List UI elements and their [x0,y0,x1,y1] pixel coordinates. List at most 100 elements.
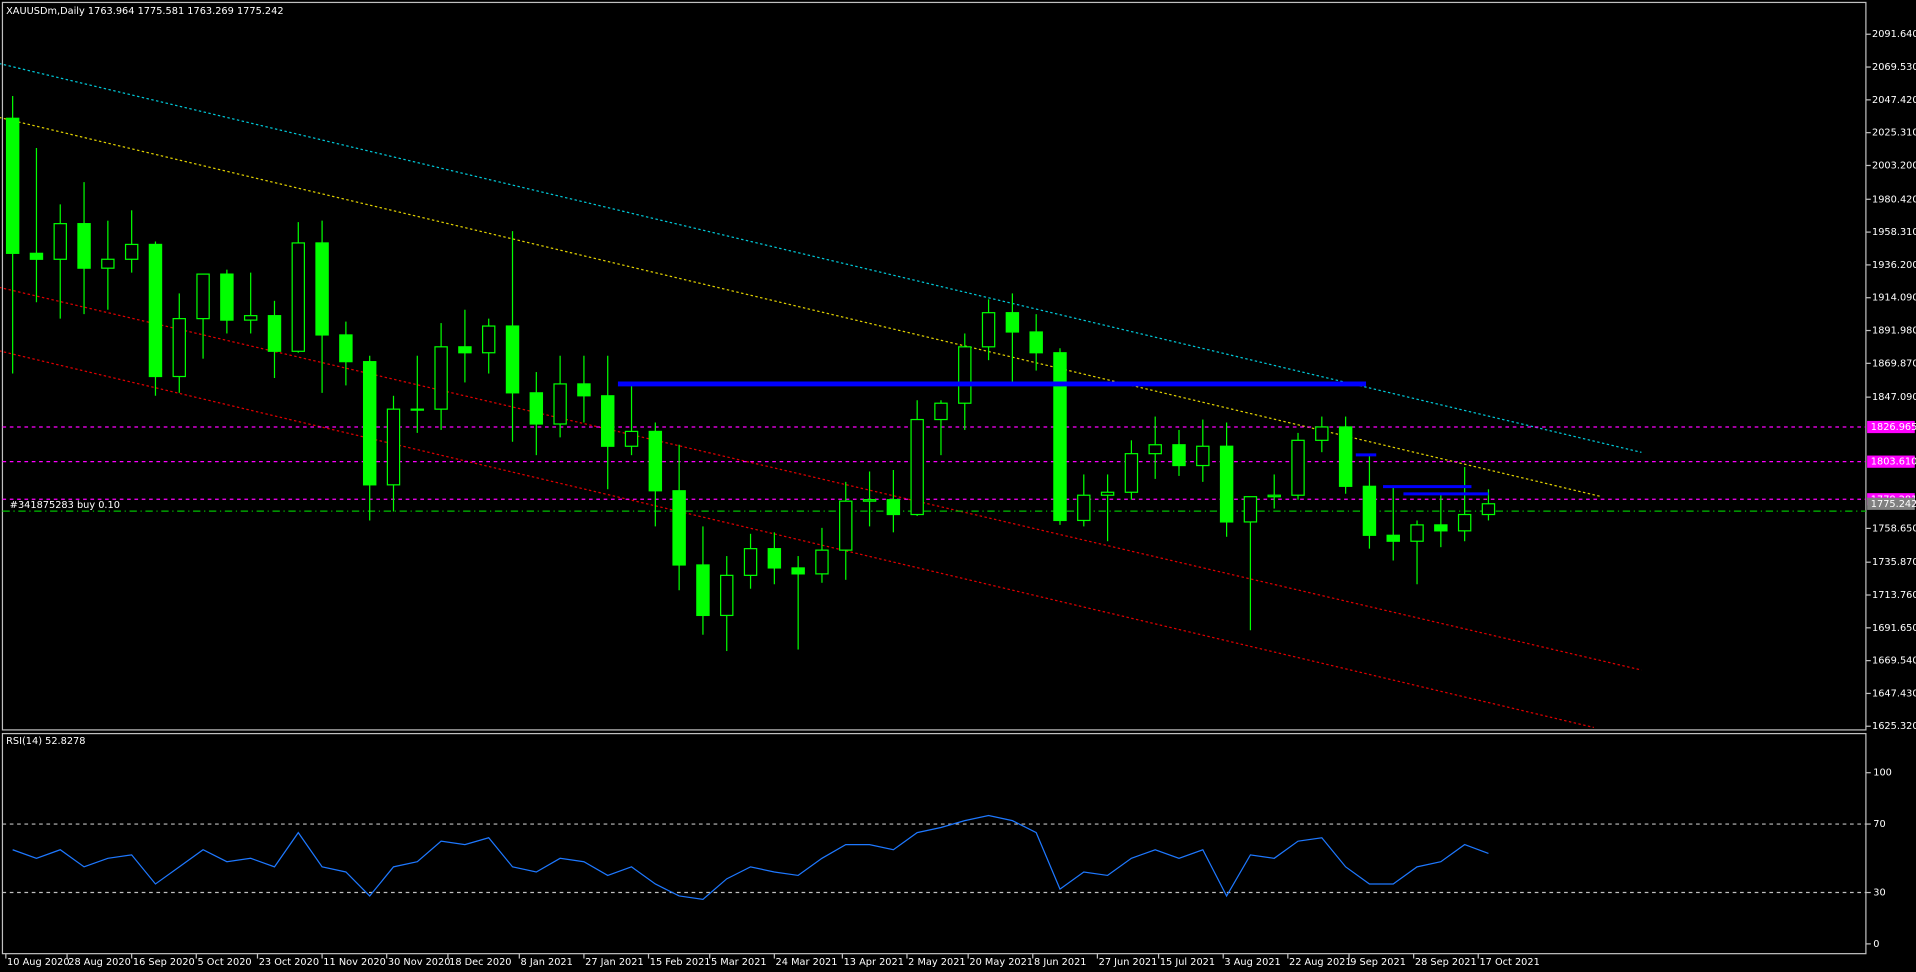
candle-body [1148,444,1162,455]
candle-body [934,402,948,421]
candle-body [767,548,782,569]
candle-body [1267,494,1281,498]
candle-body [77,223,91,269]
price-label: 1826.965 [1871,422,1916,433]
y-tick-label: 1758.650 [1872,523,1916,534]
price-label-box [1867,420,1915,434]
candle-body [720,574,734,617]
x-tick-label: 22 Aug 2021 [1289,957,1352,968]
candle-body [791,567,805,575]
rsi-panel [1,732,1867,955]
candle-body [1386,534,1400,542]
candle-body [291,242,306,352]
y-tick-label: 100 [1873,768,1892,779]
candle-body [434,346,448,410]
candle-body [1243,496,1258,523]
y-tick-label: 2025.310 [1872,128,1916,139]
candle-body [1077,494,1091,522]
candle-body [672,490,686,566]
x-tick-label: 27 Jan 2021 [585,957,644,968]
x-tick-label: 3 Aug 2021 [1224,957,1280,968]
candle-body [220,273,234,321]
candle-body [267,315,282,352]
y-tick-label: 0 [1873,939,1879,950]
candle-body [5,117,20,254]
x-tick-label: 11 Nov 2020 [323,957,386,968]
candle-body [958,346,972,404]
y-tick-label: 70 [1873,819,1885,830]
y-tick-label: 1847.090 [1872,392,1916,403]
candle-body [172,318,186,378]
candle-body [458,346,472,354]
candle-body [1362,485,1377,536]
candle-body [1124,453,1139,493]
candle-body [910,418,924,516]
y-tick-label: 1669.540 [1872,656,1916,667]
candle-body [243,315,258,321]
x-tick-label: 8 Jan 2021 [521,957,573,968]
candle-body [815,549,829,575]
x-tick-label: 28 Sep 2021 [1415,957,1477,968]
x-tick-label: 15 Feb 2021 [650,957,711,968]
candle-body [505,325,520,394]
price-panel [1,1,1867,731]
price-label: 1803.610 [1871,457,1916,468]
candle-body [1172,444,1186,467]
x-tick-label: 10 Aug 2020 [7,957,70,968]
rsi-line [12,814,1489,901]
candle-body [481,325,496,354]
current-price-label: 1775.242 [1871,499,1916,510]
x-tick-label: 2 May 2021 [908,957,965,968]
candle-body [601,395,615,447]
candle-body [862,499,877,502]
candle-body [339,334,353,363]
candle-body [743,548,758,576]
candle-body [315,242,329,336]
y-tick-label: 1713.760 [1872,590,1916,601]
candle-body [1005,312,1020,333]
candle-body [1434,524,1448,532]
y-tick-label: 30 [1873,888,1885,899]
x-tick-label: 27 Jun 2021 [1099,957,1158,968]
candle-body [1053,352,1067,522]
y-tick-label: 2047.420 [1872,95,1916,106]
y-tick-label: 1691.650 [1872,623,1916,634]
y-tick-label: 1647.430 [1872,688,1916,699]
x-tick-label: 13 Apr 2021 [844,957,904,968]
current-price-box [1867,497,1915,510]
candle-body [886,499,901,516]
candle-body [148,243,163,378]
candle-body [981,312,996,348]
y-tick-label: 1891.980 [1872,326,1916,337]
y-tick-label: 2069.530 [1872,62,1916,73]
candle-body [839,500,853,551]
rsi-title: RSI(14) 52.8278 [6,736,85,747]
candle-body [553,383,567,425]
x-tick-label: 8 Jun 2021 [1034,957,1087,968]
y-tick-label: 2003.200 [1872,160,1916,171]
candle-body [386,408,401,486]
x-tick-label: 5 Oct 2020 [197,957,251,968]
x-tick-label: 24 Mar 2021 [776,957,838,968]
candle-body [529,392,544,425]
candle-body [1219,445,1234,523]
candle-body [1410,524,1424,542]
y-tick-label: 1980.420 [1872,194,1916,205]
x-tick-label: 23 Oct 2020 [259,957,319,968]
order-label: #341875283 buy 0.10 [10,500,120,511]
candle-body [1029,331,1043,354]
y-tick-label: 1869.870 [1872,358,1916,369]
x-tick-label: 9 Sep 2021 [1350,957,1406,968]
trendline [0,350,1595,729]
candle-body [101,258,115,269]
candle-body [1196,445,1210,467]
candle-body [648,430,663,492]
x-tick-label: 30 Nov 2020 [388,957,451,968]
y-tick-label: 1914.090 [1872,293,1916,304]
candle-body [1457,513,1472,532]
x-tick-label: 18 Dec 2020 [449,957,511,968]
y-tick-label: 2091.640 [1872,29,1916,40]
x-tick-label: 15 Jul 2021 [1160,957,1215,968]
